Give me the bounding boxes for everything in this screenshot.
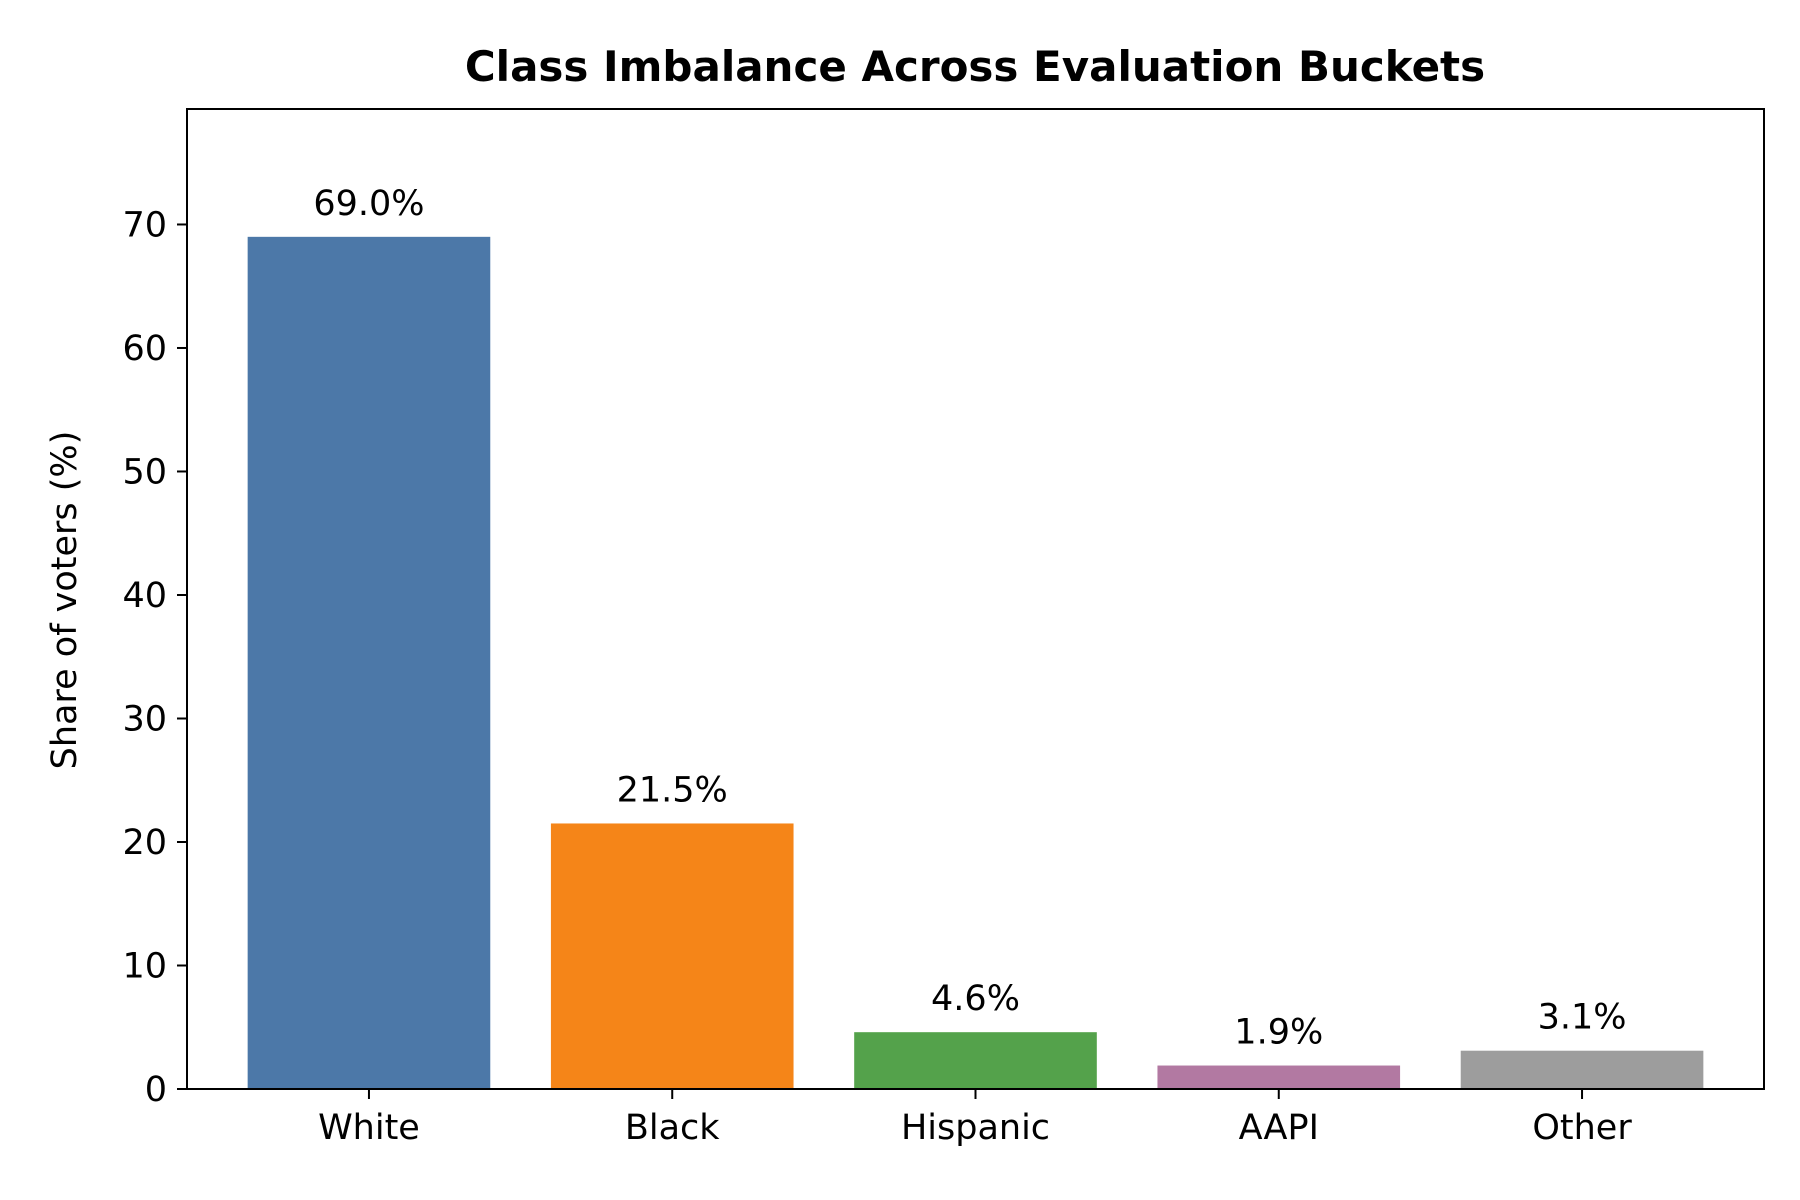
y-tick-label-0: 0 — [145, 1070, 167, 1110]
y-tick-label-50: 50 — [122, 452, 167, 492]
data-label-hispanic: 4.6% — [931, 979, 1020, 1019]
data-labels-group: 69.0% 21.5% 4.6% 1.9% 3.1% — [313, 184, 1626, 1053]
bar-aapi — [1157, 1065, 1401, 1089]
bars-group — [247, 236, 1704, 1089]
x-tick-label-aapi: AAPI — [1239, 1108, 1319, 1148]
y-tick-label-70: 70 — [122, 205, 167, 245]
y-tick-label-60: 60 — [122, 329, 167, 369]
data-label-other: 3.1% — [1538, 998, 1627, 1038]
bar-other — [1460, 1050, 1704, 1089]
data-label-black: 21.5% — [617, 770, 728, 810]
y-axis-label: Share of voters (%) — [45, 431, 85, 770]
y-tick-label-30: 30 — [122, 699, 167, 739]
data-label-aapi: 1.9% — [1234, 1013, 1323, 1053]
bar-black — [550, 823, 794, 1089]
data-label-white: 69.0% — [313, 184, 424, 224]
x-tick-label-hispanic: Hispanic — [901, 1108, 1050, 1148]
y-tick-label-10: 10 — [122, 947, 167, 987]
x-tick-label-other: Other — [1532, 1108, 1632, 1148]
x-axis-ticks: White Black Hispanic AAPI Other — [318, 1089, 1632, 1148]
x-tick-label-white: White — [318, 1108, 420, 1148]
plot-frame — [186, 108, 1765, 1090]
bar-hispanic — [854, 1032, 1097, 1089]
chart-title: Class Imbalance Across Evaluation Bucket… — [465, 42, 1485, 91]
y-tick-label-40: 40 — [122, 576, 167, 616]
y-tick-label-20: 20 — [122, 823, 167, 863]
bar-white — [247, 236, 491, 1089]
y-axis-ticks: 0 10 20 30 40 50 60 70 — [122, 205, 187, 1110]
x-tick-label-black: Black — [625, 1108, 720, 1148]
